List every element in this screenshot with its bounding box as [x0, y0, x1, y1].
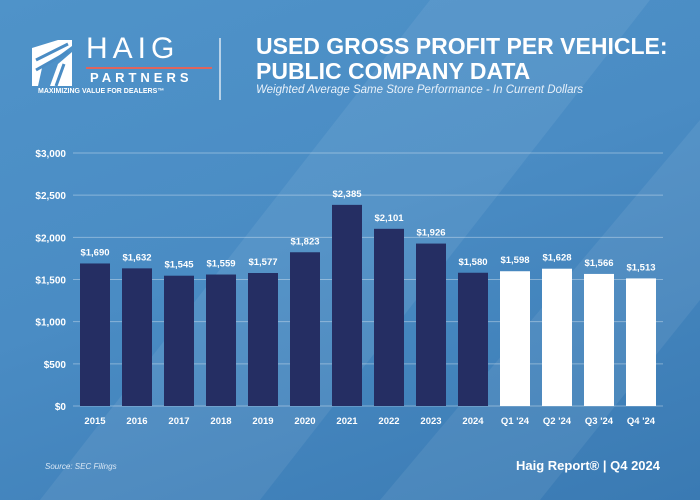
bar-2019 [248, 273, 278, 406]
data-label: $1,577 [248, 257, 277, 268]
data-label: $2,385 [332, 189, 362, 200]
source-note: Source: SEC Filings [45, 462, 117, 471]
bar-2017 [164, 275, 194, 406]
data-label: $1,545 [164, 260, 194, 271]
logo-mark-icon [32, 40, 72, 86]
logo-subname: PARTNERS [90, 70, 193, 85]
data-label: $1,598 [500, 255, 529, 266]
x-tick-label: Q3 '24 [585, 416, 614, 427]
x-tick-label: 2024 [462, 416, 484, 427]
x-tick-label: Q4 '24 [627, 416, 656, 427]
x-tick-label: Q2 '24 [543, 416, 572, 427]
title-line-2: PUBLIC COMPANY DATA [256, 58, 531, 84]
logo-name: HAIG [86, 32, 180, 65]
bar-q4-24 [626, 278, 656, 406]
bar-2024 [458, 272, 488, 406]
haig-partners-logo: HAIG PARTNERS MAXIMIZING VALUE FOR DEALE… [28, 32, 212, 96]
data-label: $1,566 [584, 258, 613, 269]
bar-2020 [290, 252, 320, 406]
logo-tagline: MAXIMIZING VALUE FOR DEALERS™ [38, 88, 165, 95]
y-tick-label: $500 [44, 360, 67, 371]
bar-2015 [80, 263, 110, 406]
bar-2018 [206, 274, 236, 406]
bar-2021 [332, 204, 362, 406]
x-tick-label: 2019 [252, 416, 273, 427]
y-tick-label: $1,000 [35, 318, 66, 329]
y-tick-label: $0 [55, 402, 67, 413]
bar-q3-24 [584, 273, 614, 406]
bar-q2-24 [542, 268, 572, 406]
x-tick-label: 2018 [210, 416, 231, 427]
data-label: $2,101 [374, 213, 404, 224]
bar-2016 [122, 268, 152, 406]
data-label: $1,926 [416, 228, 445, 239]
bar-2022 [374, 228, 404, 406]
data-label: $1,580 [458, 257, 487, 268]
x-tick-label: 2015 [84, 416, 106, 427]
x-tick-label: 2020 [294, 416, 315, 427]
report-label: Haig Report® | Q4 2024 [516, 458, 660, 473]
data-label: $1,559 [206, 259, 235, 270]
page-title: USED GROSS PROFIT PER VEHICLE: PUBLIC CO… [256, 34, 686, 84]
x-tick-label: 2017 [168, 416, 189, 427]
x-tick-label: 2016 [126, 416, 147, 427]
x-tick-label: 2021 [336, 416, 358, 427]
header-divider [219, 38, 221, 100]
y-tick-label: $2,500 [35, 191, 66, 202]
bar-2023 [416, 243, 446, 406]
x-tick-label: 2023 [420, 416, 441, 427]
y-tick-label: $3,000 [35, 149, 66, 160]
x-tick-label: Q1 '24 [501, 416, 530, 427]
data-label: $1,823 [290, 236, 319, 247]
data-label: $1,513 [626, 262, 655, 273]
x-tick-label: 2022 [378, 416, 399, 427]
title-line-1: USED GROSS PROFIT PER VEHICLE: [256, 33, 668, 59]
y-tick-label: $1,500 [35, 276, 66, 287]
data-label: $1,632 [122, 252, 151, 263]
y-tick-label: $2,000 [35, 233, 66, 244]
data-label: $1,628 [542, 253, 571, 264]
logo-rule [86, 67, 212, 69]
bar-q1-24 [500, 271, 530, 406]
page-subtitle: Weighted Average Same Store Performance … [256, 84, 584, 96]
data-label: $1,690 [80, 247, 109, 258]
